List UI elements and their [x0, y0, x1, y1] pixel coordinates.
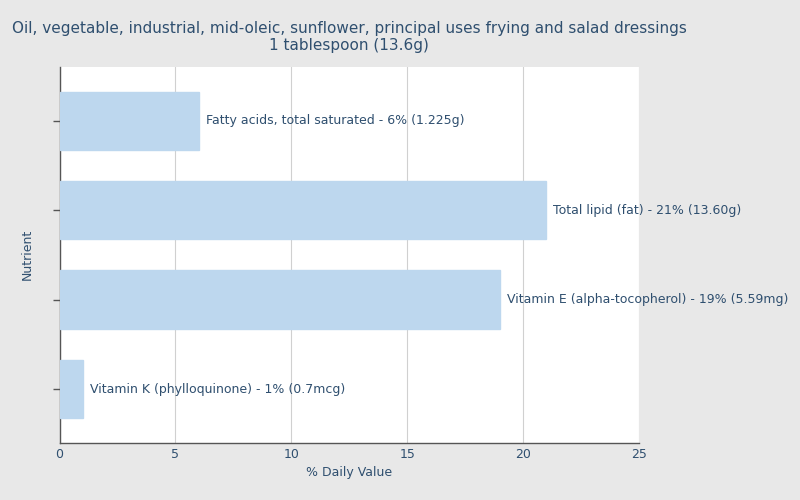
Text: Total lipid (fat) - 21% (13.60g): Total lipid (fat) - 21% (13.60g) — [554, 204, 742, 216]
Bar — [59, 92, 198, 150]
Text: Vitamin K (phylloquinone) - 1% (0.7mcg): Vitamin K (phylloquinone) - 1% (0.7mcg) — [90, 382, 345, 396]
Title: Oil, vegetable, industrial, mid-oleic, sunflower, principal uses frying and sala: Oil, vegetable, industrial, mid-oleic, s… — [12, 21, 686, 53]
Bar — [59, 360, 82, 418]
Text: Vitamin E (alpha-tocopherol) - 19% (5.59mg): Vitamin E (alpha-tocopherol) - 19% (5.59… — [507, 293, 788, 306]
Y-axis label: Nutrient: Nutrient — [21, 229, 34, 280]
X-axis label: % Daily Value: % Daily Value — [306, 466, 393, 479]
Bar — [59, 270, 500, 328]
Bar — [59, 181, 546, 239]
Text: Fatty acids, total saturated - 6% (1.225g): Fatty acids, total saturated - 6% (1.225… — [206, 114, 464, 127]
